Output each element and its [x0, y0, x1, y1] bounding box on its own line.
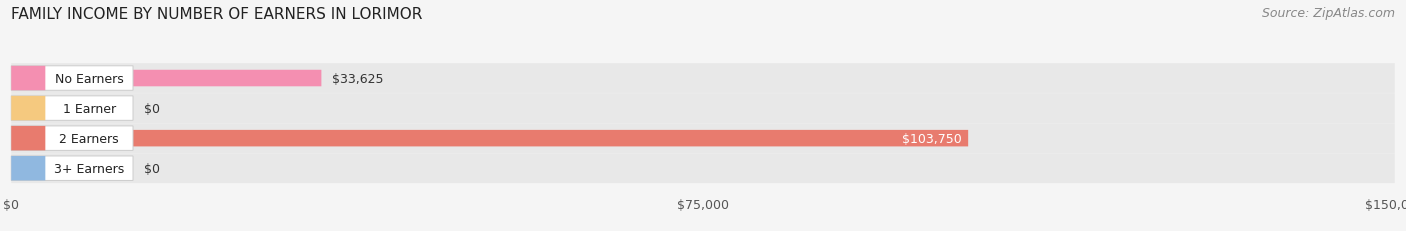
FancyBboxPatch shape: [11, 64, 1395, 94]
FancyBboxPatch shape: [11, 97, 134, 121]
FancyBboxPatch shape: [11, 94, 1395, 123]
FancyBboxPatch shape: [11, 154, 1395, 183]
FancyBboxPatch shape: [11, 70, 322, 87]
FancyBboxPatch shape: [11, 97, 45, 121]
Text: 3+ Earners: 3+ Earners: [53, 162, 124, 175]
Text: $103,750: $103,750: [901, 132, 962, 145]
FancyBboxPatch shape: [11, 156, 134, 181]
Text: Source: ZipAtlas.com: Source: ZipAtlas.com: [1261, 7, 1395, 20]
FancyBboxPatch shape: [11, 130, 969, 147]
Text: FAMILY INCOME BY NUMBER OF EARNERS IN LORIMOR: FAMILY INCOME BY NUMBER OF EARNERS IN LO…: [11, 7, 423, 22]
Text: No Earners: No Earners: [55, 72, 124, 85]
Text: 1 Earner: 1 Earner: [63, 102, 115, 115]
Text: $0: $0: [143, 162, 160, 175]
Text: 2 Earners: 2 Earners: [59, 132, 120, 145]
FancyBboxPatch shape: [11, 126, 45, 151]
FancyBboxPatch shape: [11, 156, 45, 181]
Text: $33,625: $33,625: [332, 72, 384, 85]
Text: $0: $0: [143, 102, 160, 115]
FancyBboxPatch shape: [11, 126, 134, 151]
FancyBboxPatch shape: [11, 67, 45, 91]
FancyBboxPatch shape: [11, 124, 1395, 153]
FancyBboxPatch shape: [11, 67, 134, 91]
